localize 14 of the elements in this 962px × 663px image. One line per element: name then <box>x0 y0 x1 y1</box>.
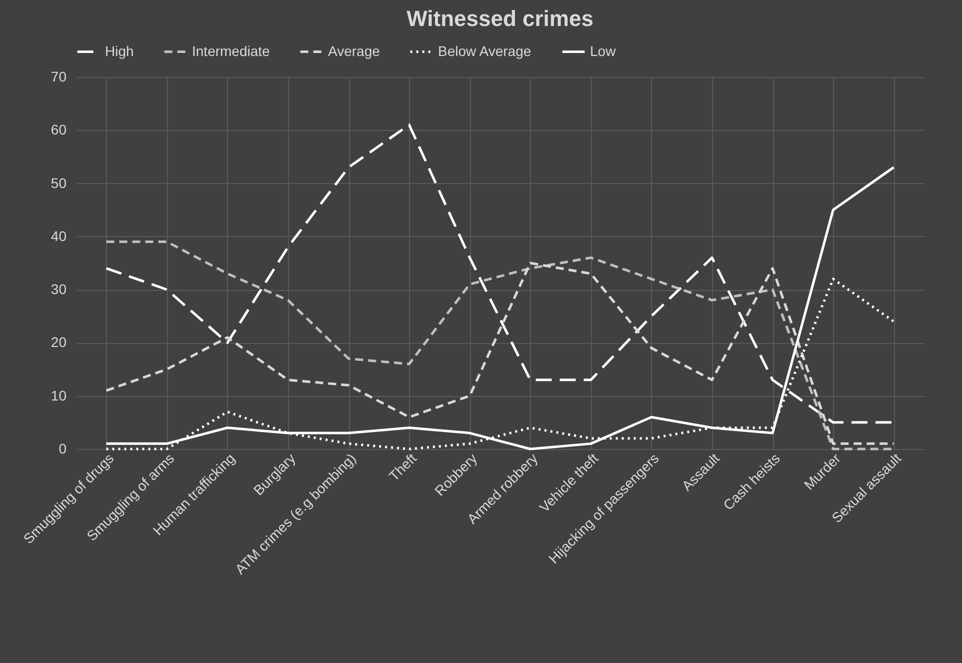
y-tick-label: 20 <box>50 334 67 350</box>
legend-label: High <box>105 42 134 59</box>
y-tick-label: 0 <box>58 440 67 456</box>
legend-label: Below Average <box>438 42 532 59</box>
legend-label: Intermediate <box>192 42 270 59</box>
y-tick-label: 70 <box>50 68 67 84</box>
chart-title: Witnessed crimes <box>406 6 594 31</box>
y-tick-label: 40 <box>50 228 67 244</box>
y-tick-label: 30 <box>50 281 67 298</box>
y-tick-label: 10 <box>50 387 67 404</box>
y-tick-label: 60 <box>50 122 67 138</box>
legend-label: Low <box>590 42 617 59</box>
legend-label: Average <box>328 42 380 59</box>
y-tick-label: 50 <box>50 174 67 191</box>
